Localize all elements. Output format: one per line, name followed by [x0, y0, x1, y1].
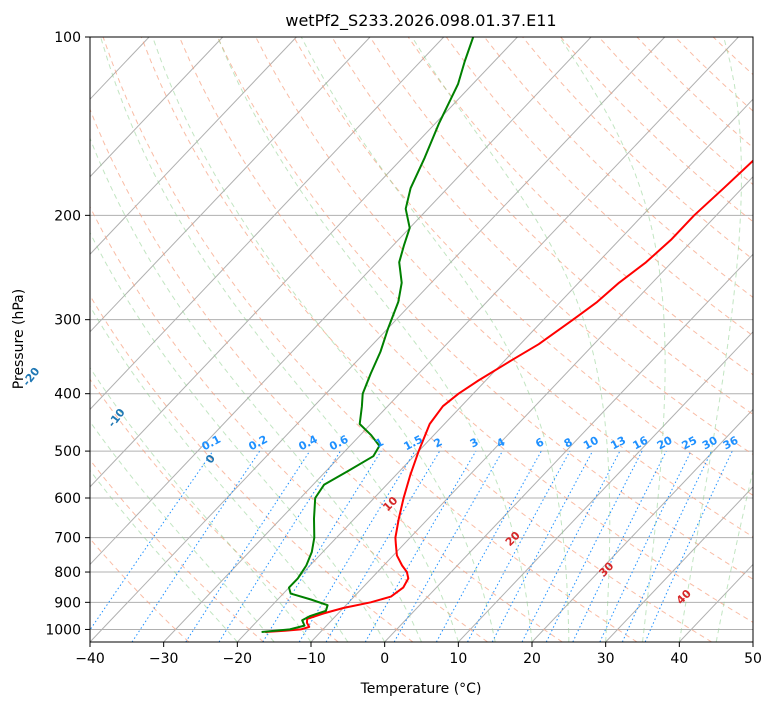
x-tick-label: 40: [670, 651, 688, 667]
mixing-ratio-line: [467, 450, 571, 642]
mixing-ratio-label: 13: [608, 434, 628, 453]
isotherm-line: [90, 37, 224, 178]
mixing-ratio-line: [298, 450, 416, 642]
series-layer: [261, 37, 753, 633]
plot-frame: [89, 36, 754, 643]
moist-adiabat-line: [90, 305, 349, 642]
moist-adiabat-line: [678, 37, 742, 642]
x-tick-label: 0: [380, 651, 389, 667]
moist-adiabat-line: [90, 231, 386, 642]
x-tick-label: −40: [75, 651, 105, 667]
mixing-ratio-label: 30: [700, 434, 720, 453]
isotherm-line: [90, 37, 592, 566]
isotherm-line: [90, 37, 371, 333]
y-tick-label: 700: [54, 531, 81, 547]
isotherm-line: [531, 408, 753, 642]
dry-adiabat-line: [178, 37, 753, 623]
dry-adiabat-line: [484, 37, 753, 298]
moist-adiabat-line: [90, 469, 238, 642]
mixing-ratio-line: [90, 450, 214, 631]
dry-adiabat-line: [255, 37, 753, 538]
isotherm-line: [90, 37, 445, 411]
y-tick-label: 300: [54, 313, 81, 329]
moist-adiabat-line: [152, 37, 496, 642]
x-tick-label: −20: [223, 651, 253, 667]
mixing-ratio-line: [262, 450, 382, 642]
x-tick-label: −10: [296, 651, 326, 667]
moist-adiabat-line: [100, 37, 459, 642]
moist-adiabat-line: [90, 420, 275, 642]
isotherm-line: [90, 37, 518, 488]
mixing-ratio-line: [131, 450, 261, 642]
isotherm-line: [236, 98, 753, 642]
mixing-ratio-line: [545, 450, 643, 642]
x-tick-label: 20: [523, 651, 541, 667]
dry-adiabat-line: [90, 205, 488, 642]
x-tick-label: 50: [744, 651, 762, 667]
dry-adiabat-line: [140, 37, 712, 642]
isotherm-line: [310, 176, 753, 642]
isotherm-line: [457, 331, 753, 642]
y-tick-label: 600: [54, 491, 81, 507]
y-tick-label: 500: [54, 444, 81, 460]
dry-adiabat-line: [217, 37, 753, 580]
isotherm-line: [605, 486, 753, 642]
mixing-ratio-label: 16: [631, 434, 651, 453]
chart-title: wetPf2_S233.2026.098.01.37.E11: [285, 11, 556, 31]
dry-adiabat-line: [102, 37, 638, 642]
y-axis-label: Pressure (hPa): [11, 289, 27, 389]
y-tick-label: 900: [54, 595, 81, 611]
mixing-ratio-line: [644, 450, 733, 642]
x-tick-layer: −40 −30 −20 −10 0 10 20 30 40 50: [75, 642, 762, 667]
moist-adiabat-line: [411, 37, 611, 642]
dry-adiabat-line: [407, 37, 753, 376]
y-tick-label: 400: [54, 387, 81, 403]
dry-adiabat-line: [293, 37, 753, 496]
mixing-ratio-label: 20: [655, 434, 675, 453]
mixing-ratio-line: [435, 450, 542, 642]
grid-layer: [90, 37, 753, 642]
mixing-ratio-label: 36: [721, 434, 741, 453]
x-tick-label: 30: [597, 651, 615, 667]
mixing-ratio-line: [572, 450, 667, 642]
dry-adiabat-line: [90, 108, 563, 642]
isotherm-line: [163, 37, 739, 642]
moist-adiabat-line: [559, 37, 666, 642]
x-tick-label: 10: [449, 651, 467, 667]
isotherm-line: [384, 253, 753, 642]
moist-adiabat-line: [300, 37, 570, 642]
mixing-ratio-line: [218, 450, 341, 642]
y-tick-layer: 100 200 300 400 500 600 700 800 900 1000: [45, 30, 90, 638]
y-tick-label: 1000: [45, 622, 81, 638]
y-tick-label: 200: [54, 208, 81, 224]
dry-adiabat-line: [90, 459, 264, 642]
x-axis-label: Temperature (°C): [360, 681, 482, 697]
y-tick-label: 800: [54, 565, 81, 581]
isotherm-line: [90, 37, 297, 256]
temperature-line: [265, 159, 753, 633]
mixing-ratio-line: [393, 450, 503, 642]
dewpoint-line: [261, 37, 475, 633]
y-tick-label: 100: [54, 30, 81, 46]
mixing-ratio-label: 10: [581, 434, 601, 453]
x-tick-label: −30: [149, 651, 179, 667]
plot-area: [90, 37, 753, 642]
mixing-ratio-label: 25: [680, 434, 700, 453]
isotherm-line: [90, 37, 666, 642]
mixing-ratio-line: [185, 450, 311, 642]
